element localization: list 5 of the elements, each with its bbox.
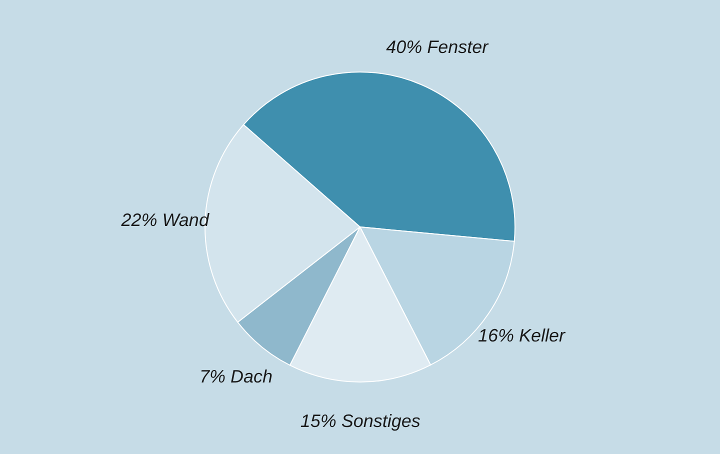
slice-label: 40% Fenster bbox=[386, 36, 490, 57]
slice-label: 16% Keller bbox=[478, 325, 566, 346]
slice-label: 22% Wand bbox=[120, 210, 210, 230]
slice-label: 7% Dach bbox=[199, 366, 272, 386]
slice-label: 15% Sonstiges bbox=[300, 411, 420, 431]
